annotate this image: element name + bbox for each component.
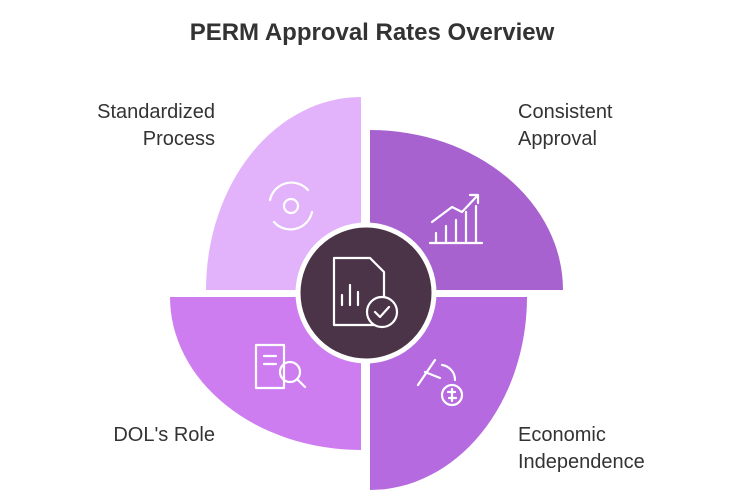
segment-label: Process [143,128,215,150]
segment-label: Approval [518,128,597,150]
document-icon [254,343,307,390]
segment-label: DOL's Role [113,424,215,446]
segment-label: Independence [518,451,645,473]
title: PERM Approval Rates Overview [190,19,555,46]
center-icon [332,256,399,329]
segment-label: Standardized [97,101,215,123]
center-circle [295,222,437,364]
economy-icon [416,358,464,407]
segment-label: Consistent [518,101,613,123]
gear-icon [268,181,314,231]
chart-icon [428,193,484,245]
segment-label: Economic [518,424,606,446]
